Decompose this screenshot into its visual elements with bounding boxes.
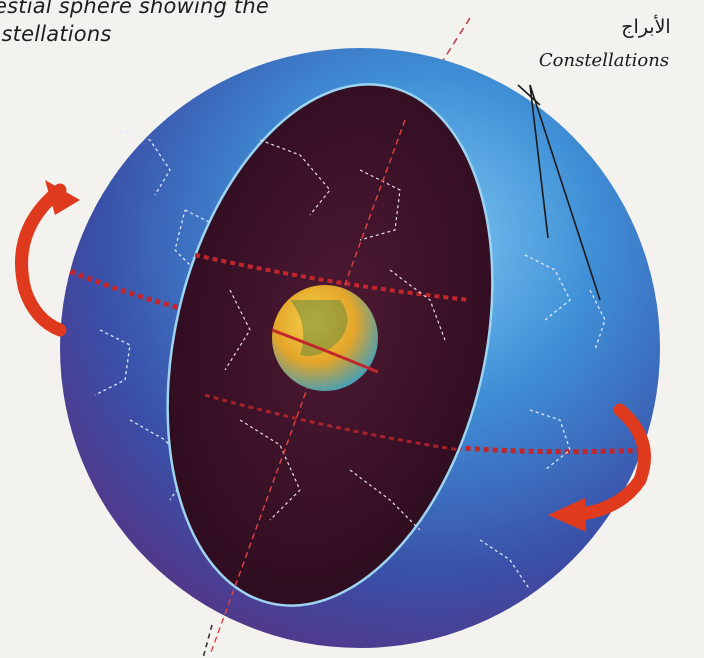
interior-constellation-icon [224,139,446,531]
constellation-pointer-lines [517,84,601,301]
caption-line-2: nstellations [0,22,112,46]
celestial-equator-inner [194,253,471,302]
diagram-caption: lestial sphere showing the nstellations [0,0,269,48]
constellations-label-arabic: الأبراج [621,16,671,38]
caption-line-1: lestial sphere showing the [0,0,269,18]
rotation-axis-bottom [202,624,213,658]
earth-equator [271,328,379,374]
constellations-label: Constellations [538,50,670,71]
rotation-arrow-icon [548,403,651,532]
rotation-arrow-icon [15,180,80,337]
